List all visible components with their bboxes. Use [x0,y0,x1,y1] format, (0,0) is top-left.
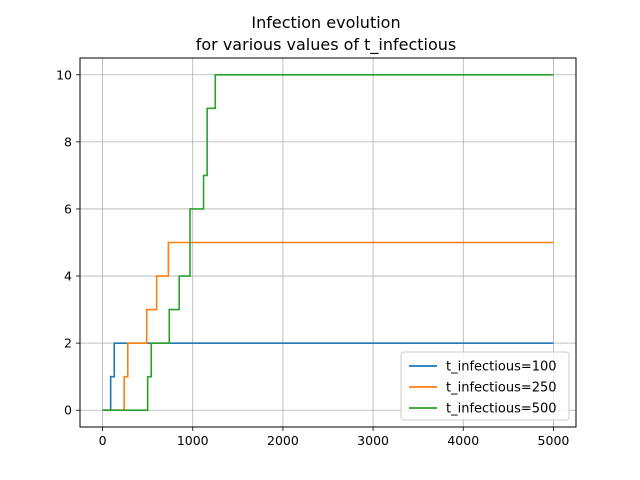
legend-label-1: t_infectious=250 [446,381,557,396]
y-tick-label-2: 4 [64,269,72,284]
legend-box [400,351,570,421]
legend-label-0: t_infectious=100 [446,360,557,375]
chart-subtitle: for various values of t_infectious [196,35,456,55]
y-tick-label-1: 2 [64,336,72,351]
y-tick-label-5: 10 [56,67,72,82]
plot-frame [79,57,577,428]
y-axis: 0 2 4 6 8 10 [56,67,80,418]
legend: t_infectious=100 t_infectious=250 t_infect… [400,351,570,421]
x-tick-label-2: 2000 [267,433,299,448]
y-tick-label-0: 0 [64,403,72,418]
x-tick-label-3: 3000 [357,433,389,448]
x-tick-label-4: 4000 [447,433,479,448]
x-tick-label-0: 0 [99,433,107,448]
x-tick-label-1: 1000 [177,433,209,448]
series-lines [102,73,554,412]
y-tick-label-4: 8 [64,134,72,149]
x-axis: 0 1000 2000 3000 4000 5000 [99,427,570,448]
y-tick-label-3: 6 [64,201,72,216]
chart-title: Infection evolution [251,13,400,32]
legend-label-2: t_infectious=500 [446,402,557,417]
series-line-1 [102,241,554,412]
x-tick-label-5: 5000 [538,433,570,448]
series-line-2 [102,73,554,412]
